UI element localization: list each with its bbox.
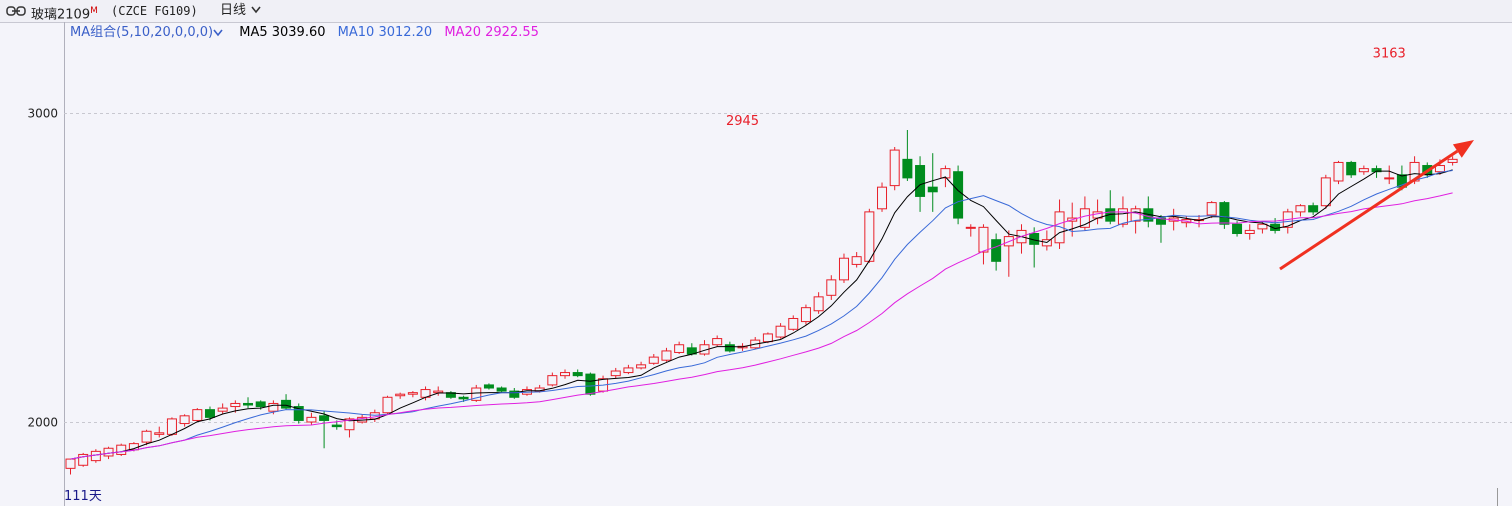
candle[interactable] — [496, 386, 507, 393]
candle[interactable] — [1016, 224, 1027, 254]
candle[interactable] — [978, 224, 989, 265]
candle[interactable] — [838, 253, 849, 283]
candle[interactable] — [1194, 214, 1205, 228]
candle[interactable] — [991, 233, 1002, 271]
candle[interactable] — [509, 388, 520, 399]
candle[interactable] — [407, 391, 418, 398]
ma20-legend: MA20 2922.55 — [444, 25, 539, 40]
ma5-legend: MA5 3039.60 — [239, 25, 326, 40]
candle[interactable] — [65, 458, 76, 475]
candle[interactable] — [585, 372, 596, 396]
candle[interactable] — [889, 146, 900, 191]
candle[interactable] — [547, 372, 558, 387]
candle[interactable] — [940, 165, 951, 188]
candle[interactable] — [953, 165, 964, 225]
candle[interactable] — [1308, 202, 1319, 215]
candle[interactable] — [483, 383, 494, 390]
main-contract-badge: M — [90, 6, 98, 16]
candle[interactable] — [179, 414, 190, 427]
y-tick-label: 3000 — [27, 107, 58, 121]
candle[interactable] — [661, 347, 672, 362]
high-price-label: 3163 — [1373, 47, 1406, 62]
candle[interactable] — [902, 129, 913, 181]
candle[interactable] — [445, 391, 456, 399]
candle[interactable] — [141, 429, 152, 446]
candle[interactable] — [851, 252, 862, 268]
period-selector[interactable]: 日线 — [220, 3, 247, 18]
candle[interactable] — [965, 224, 976, 237]
candle[interactable] — [610, 367, 621, 379]
candle[interactable] — [674, 341, 685, 355]
candle[interactable] — [572, 369, 583, 378]
ma5-line — [70, 169, 1453, 460]
candle[interactable] — [1346, 160, 1357, 178]
ma20-line — [70, 192, 1453, 460]
chart-header: 玻璃2109M (CZCE FG109) 日线 — [0, 0, 1512, 23]
candle[interactable] — [1295, 204, 1306, 217]
candle[interactable] — [1155, 214, 1166, 243]
candle[interactable] — [800, 304, 811, 325]
candle[interactable] — [192, 408, 203, 422]
candle[interactable] — [788, 315, 799, 331]
candle[interactable] — [775, 323, 786, 339]
candle[interactable] — [204, 406, 215, 421]
instrument-name: 玻璃2109M — [31, 6, 98, 23]
chevron-down-icon[interactable] — [251, 6, 261, 14]
candle[interactable] — [712, 335, 723, 347]
candle[interactable] — [623, 364, 634, 375]
candle[interactable] — [382, 395, 393, 415]
link-icon[interactable] — [6, 5, 26, 17]
candle[interactable] — [636, 361, 647, 370]
ma10-line — [70, 170, 1453, 460]
candle[interactable] — [1143, 196, 1154, 228]
candle[interactable] — [395, 392, 406, 399]
candle[interactable] — [1092, 199, 1103, 225]
candle[interactable] — [648, 354, 659, 365]
candle[interactable] — [826, 275, 837, 300]
candle[interactable] — [1244, 224, 1255, 240]
candle[interactable] — [699, 340, 710, 356]
candle[interactable] — [813, 292, 824, 314]
candle[interactable] — [1371, 165, 1382, 178]
candle[interactable] — [1384, 165, 1395, 185]
candle[interactable] — [1447, 156, 1458, 166]
candle[interactable] — [560, 369, 571, 379]
candle[interactable] — [598, 375, 609, 393]
candle[interactable] — [217, 403, 228, 415]
candle[interactable] — [154, 426, 165, 438]
candle[interactable] — [243, 397, 254, 409]
visible-days-label: 111天 — [64, 489, 102, 504]
trend-arrow — [1279, 140, 1474, 271]
candle[interactable] — [1054, 199, 1065, 249]
candle[interactable] — [78, 452, 89, 467]
candle[interactable] — [1219, 201, 1230, 229]
ma-combo-selector[interactable]: MA组合(5,10,20,0,0,0) — [70, 25, 214, 40]
candle[interactable] — [1105, 190, 1116, 225]
candle[interactable] — [877, 182, 888, 212]
candle[interactable] — [90, 449, 101, 463]
candle[interactable] — [293, 403, 304, 424]
candle[interactable] — [1333, 160, 1344, 185]
high-price-label: 2945 — [726, 114, 759, 129]
chevron-down-icon[interactable] — [213, 29, 223, 37]
candle[interactable] — [1003, 230, 1014, 277]
candle[interactable] — [306, 412, 317, 426]
candle[interactable] — [927, 153, 938, 212]
candle[interactable] — [1130, 205, 1141, 234]
candle[interactable] — [369, 409, 380, 422]
candle[interactable] — [319, 411, 330, 449]
candle[interactable] — [915, 156, 926, 212]
ma10-legend: MA10 3012.20 — [337, 25, 433, 40]
candle[interactable] — [1358, 165, 1369, 175]
y-tick-label: 2000 — [27, 416, 58, 430]
candle[interactable] — [116, 443, 127, 456]
ma-legend: MA组合(5,10,20,0,0,0) MA5 3039.60 MA10 301… — [70, 24, 547, 42]
candle[interactable] — [1232, 221, 1243, 237]
instrument-code: (CZCE FG109) — [111, 4, 198, 18]
candle[interactable] — [281, 394, 292, 410]
